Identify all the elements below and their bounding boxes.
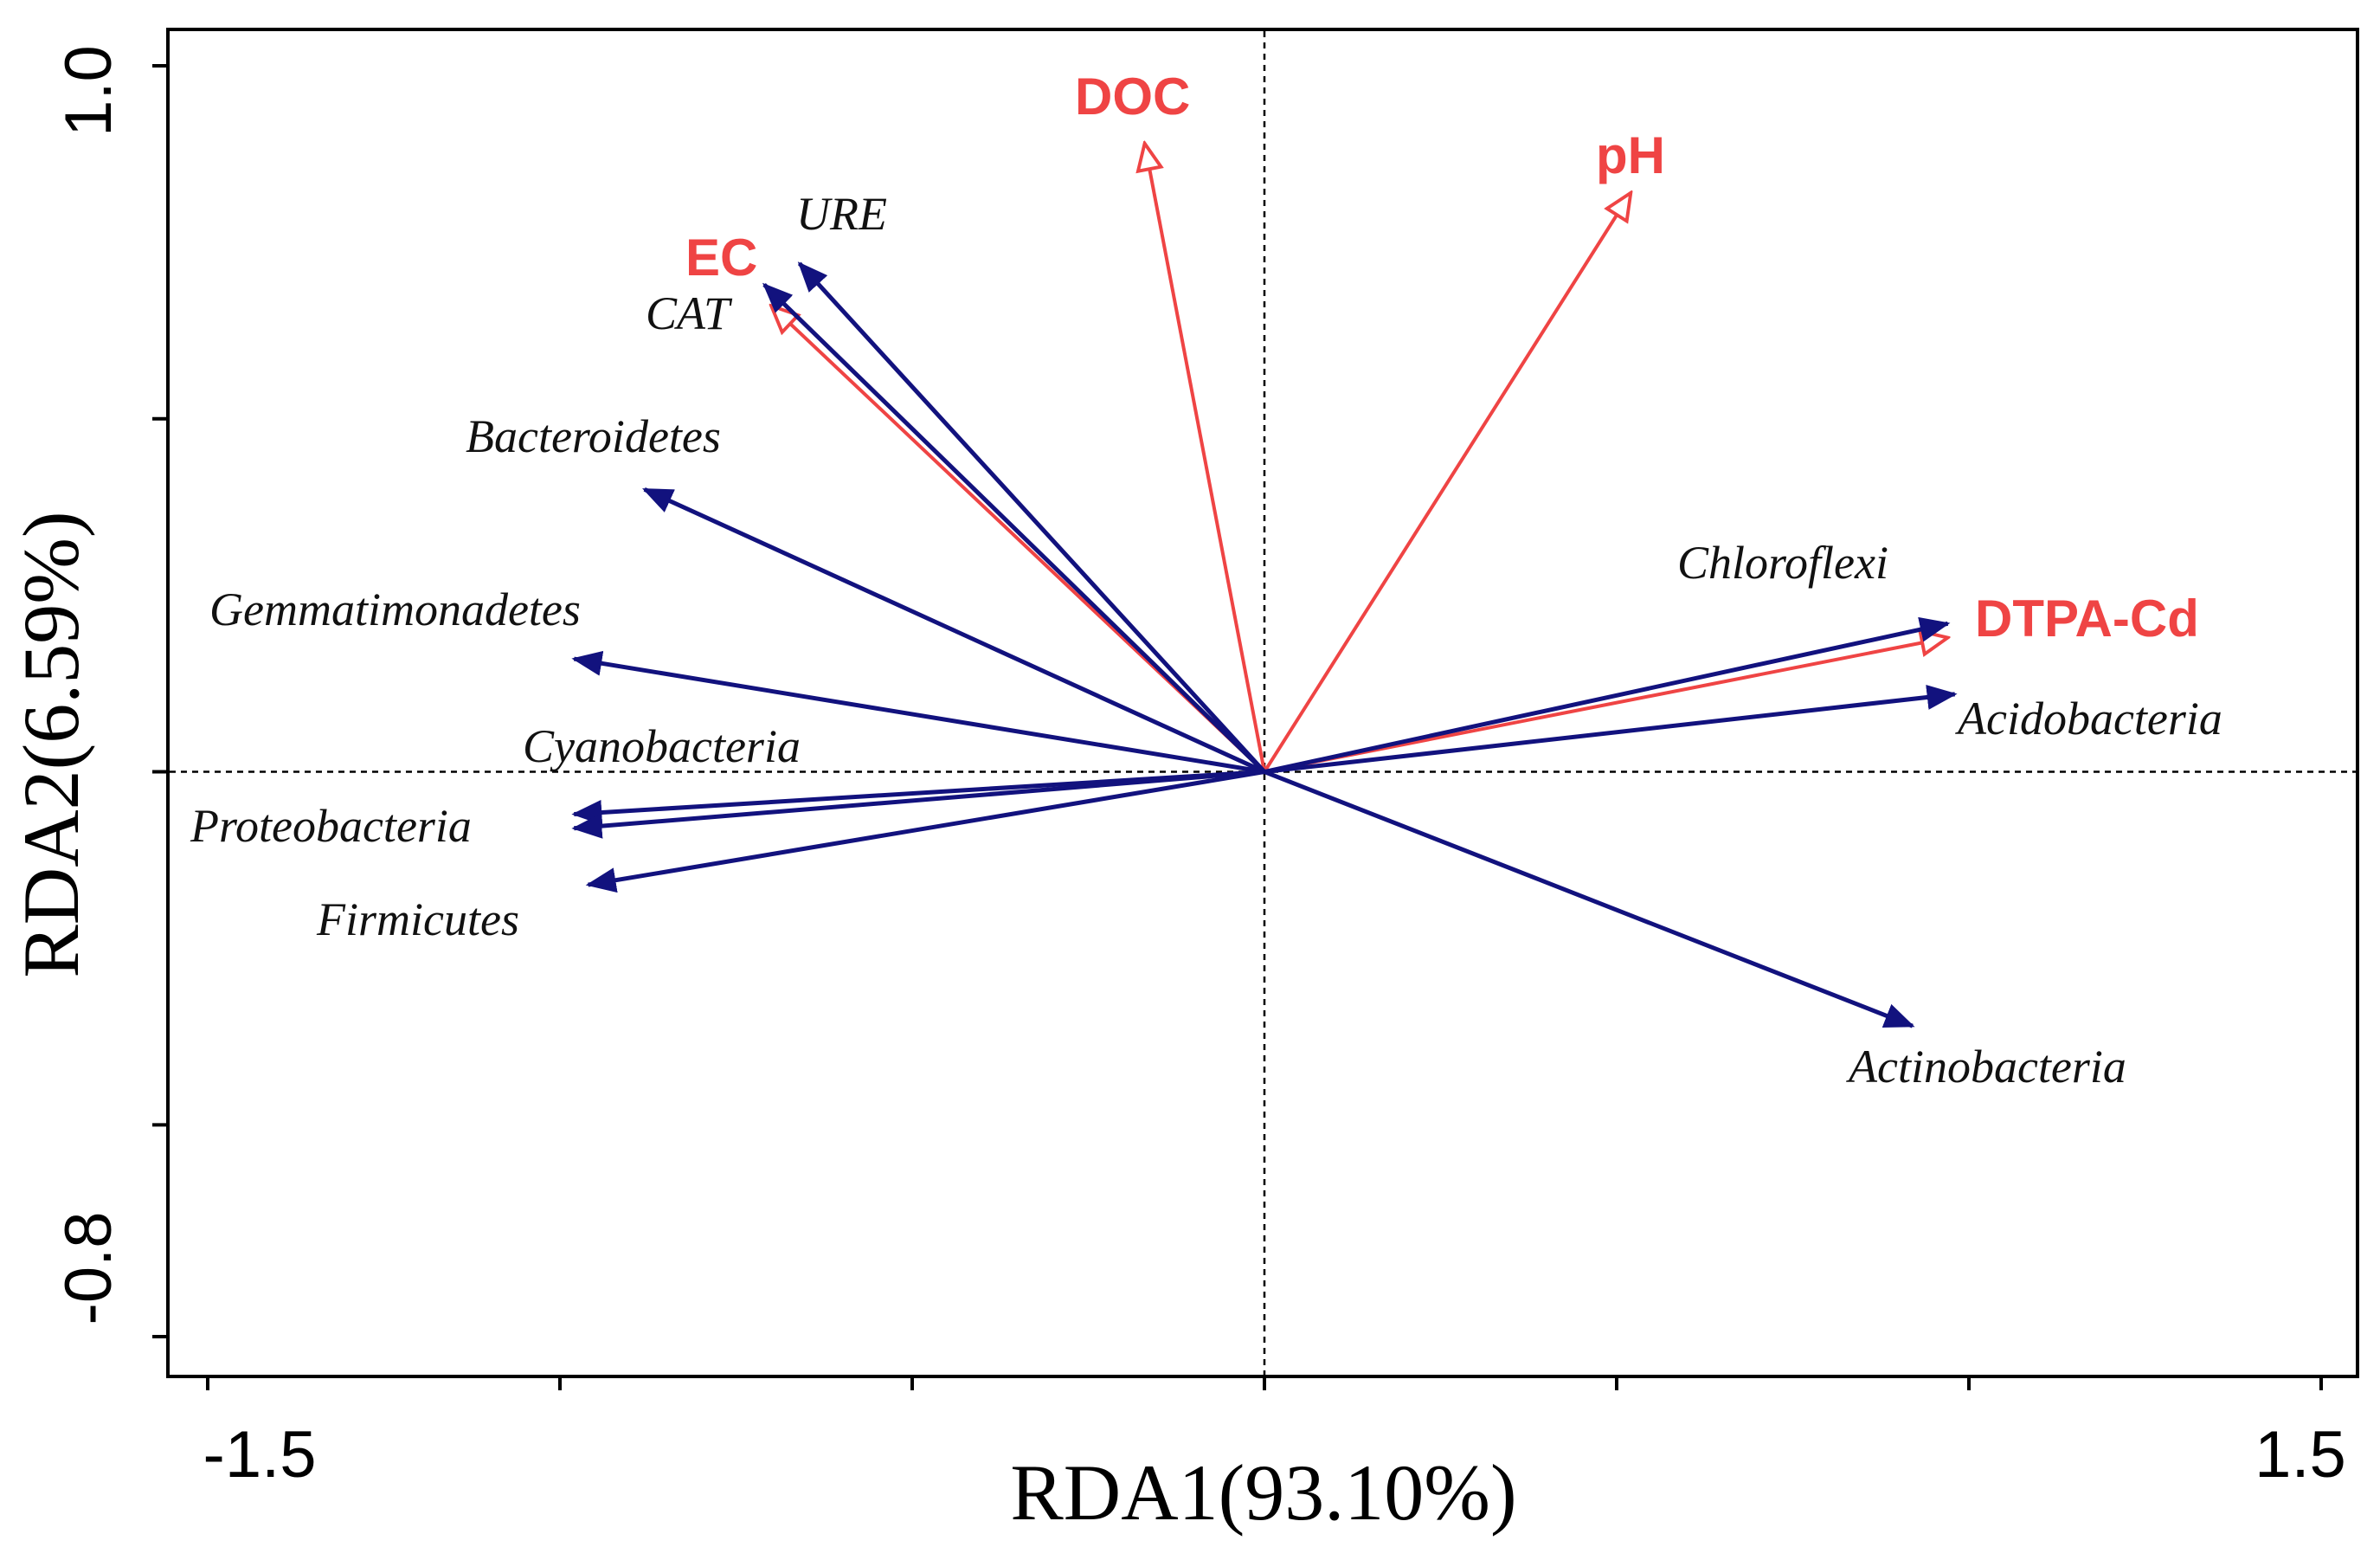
- y-axis-title: RDA2(6.59%): [7, 511, 95, 977]
- env-label-dtpa-cd: DTPA-Cd: [1975, 590, 2199, 648]
- species-label-cat: CAT: [646, 287, 733, 339]
- x-tick-label-min: -1.5: [203, 1418, 317, 1492]
- species-arrow-chloroflexi: [1264, 616, 1951, 774]
- env-arrow-ph: [1263, 193, 1631, 773]
- species-label-gemmatimonadetes: Gemmatimonadetes: [209, 583, 581, 635]
- species-arrow-actinobacteria: [1264, 770, 1915, 1028]
- environment-labels: DOC pH EC DTPA-Cd: [685, 68, 2199, 648]
- species-arrow-acidobacteria: [1264, 684, 1958, 775]
- y-tick-label-max: 1.0: [52, 45, 125, 137]
- env-arrow-doc: [1145, 144, 1266, 772]
- species-label-firmicutes: Firmicutes: [316, 893, 519, 945]
- species-label-acidobacteria: Acidobacteria: [1955, 693, 2222, 744]
- species-label-cyanobacteria: Cyanobacteria: [523, 720, 801, 772]
- species-arrow-cat: [762, 282, 1266, 774]
- x-axis-title: RDA1(93.10%): [1010, 1448, 1516, 1537]
- species-arrow-bacteroidetes: [642, 487, 1266, 774]
- species-arrow-cyanobacteria: [571, 770, 1265, 826]
- species-label-bacteroidetes: Bacteroidetes: [466, 410, 721, 462]
- species-label-proteobacteria: Proteobacteria: [190, 800, 472, 852]
- species-label-chloroflexi: Chloroflexi: [1677, 537, 1888, 589]
- species-arrow-gemmatimonadetes: [571, 650, 1265, 775]
- species-labels: URE CAT Bacteroidetes Gemmatimonadetes C…: [190, 188, 2222, 1093]
- env-arrow-dtpa-cd: [1264, 638, 1948, 774]
- vectors: [571, 144, 1958, 1028]
- species-label-actinobacteria: Actinobacteria: [1846, 1041, 2126, 1093]
- axes: [152, 64, 2323, 1390]
- species-arrow-proteobacteria: [571, 770, 1265, 839]
- species-arrow-firmicutes: [585, 770, 1265, 893]
- env-label-ec: EC: [685, 229, 757, 287]
- species-label-ure: URE: [796, 188, 887, 240]
- species-arrow-ure: [797, 261, 1266, 774]
- env-label-doc: DOC: [1075, 68, 1190, 126]
- x-tick-label-max: 1.5: [2255, 1418, 2346, 1492]
- y-tick-label-min: -0.8: [52, 1212, 125, 1325]
- env-label-ph: pH: [1596, 126, 1665, 184]
